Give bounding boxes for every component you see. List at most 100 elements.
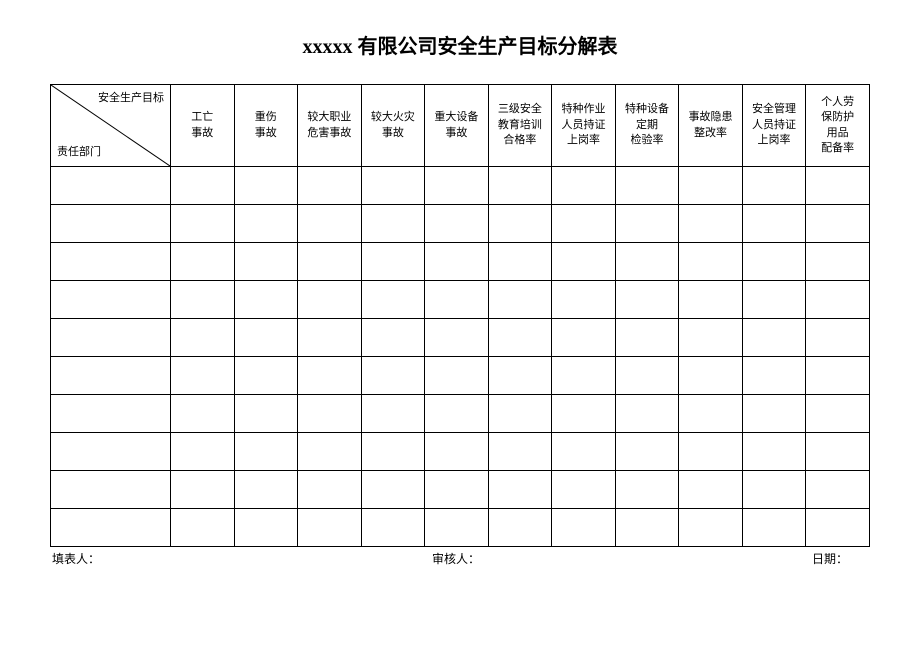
- table-row: [51, 357, 870, 395]
- table-cell: [425, 243, 489, 281]
- table-cell: [298, 243, 362, 281]
- table-cell: [298, 205, 362, 243]
- table-cell: [742, 243, 806, 281]
- table-cell: [679, 167, 743, 205]
- table-cell: [679, 433, 743, 471]
- table-cell: [742, 167, 806, 205]
- table-cell: [298, 281, 362, 319]
- table-cell: [679, 205, 743, 243]
- table-cell: [742, 319, 806, 357]
- table-cell: [298, 509, 362, 547]
- table-cell: [234, 243, 298, 281]
- table-cell: [615, 509, 679, 547]
- table-cell: [488, 205, 552, 243]
- table-cell: [679, 471, 743, 509]
- col-header: 较大火灾事故: [361, 85, 425, 167]
- table-cell: [171, 357, 235, 395]
- col-header: 工亡事故: [171, 85, 235, 167]
- table-cell: [679, 281, 743, 319]
- table-cell: [806, 509, 870, 547]
- table-cell: [552, 243, 616, 281]
- table-cell: [488, 395, 552, 433]
- table-cell: [425, 357, 489, 395]
- col-header: 重伤事故: [234, 85, 298, 167]
- table-cell: [361, 357, 425, 395]
- table-cell: [361, 319, 425, 357]
- table-cell: [298, 471, 362, 509]
- table-cell: [425, 395, 489, 433]
- safety-target-table: 安全生产目标 责任部门 工亡事故 重伤事故 较大职业危害事故 较大火灾事故 重大…: [50, 84, 870, 547]
- table-cell: [615, 395, 679, 433]
- table-cell: [742, 395, 806, 433]
- table-cell: [806, 281, 870, 319]
- table-cell: [615, 243, 679, 281]
- table-cell: [425, 281, 489, 319]
- table-body: [51, 167, 870, 547]
- table-cell: [51, 509, 171, 547]
- table-cell: [615, 433, 679, 471]
- table-cell: [806, 395, 870, 433]
- table-cell: [361, 167, 425, 205]
- table-cell: [615, 205, 679, 243]
- table-cell: [171, 319, 235, 357]
- table-cell: [425, 509, 489, 547]
- table-cell: [806, 357, 870, 395]
- table-cell: [425, 205, 489, 243]
- table-cell: [488, 281, 552, 319]
- col-header: 特种作业人员持证上岗率: [552, 85, 616, 167]
- table-cell: [488, 471, 552, 509]
- table-cell: [425, 433, 489, 471]
- table-cell: [488, 167, 552, 205]
- table-cell: [51, 167, 171, 205]
- table-cell: [615, 167, 679, 205]
- table-cell: [615, 357, 679, 395]
- table-cell: [552, 319, 616, 357]
- diagonal-bottom-label: 责任部门: [57, 145, 101, 160]
- table-cell: [488, 509, 552, 547]
- preparer-label: 填表人：: [52, 550, 100, 567]
- table-cell: [552, 357, 616, 395]
- table-cell: [806, 167, 870, 205]
- table-cell: [806, 319, 870, 357]
- date-label: 日期：: [812, 550, 848, 567]
- document-title: xxxxx 有限公司安全生产目标分解表: [50, 30, 870, 59]
- table-cell: [742, 357, 806, 395]
- table-cell: [425, 319, 489, 357]
- table-cell: [361, 243, 425, 281]
- table-cell: [425, 471, 489, 509]
- table-cell: [742, 509, 806, 547]
- table-row: [51, 243, 870, 281]
- table-cell: [488, 319, 552, 357]
- table-cell: [234, 395, 298, 433]
- diagonal-top-label: 安全生产目标: [98, 91, 164, 106]
- table-cell: [171, 395, 235, 433]
- table-cell: [234, 357, 298, 395]
- reviewer-label: 审核人：: [432, 550, 480, 567]
- table-cell: [51, 243, 171, 281]
- table-cell: [488, 243, 552, 281]
- table-row: [51, 471, 870, 509]
- table-row: [51, 319, 870, 357]
- table-cell: [679, 395, 743, 433]
- header-row: 安全生产目标 责任部门 工亡事故 重伤事故 较大职业危害事故 较大火灾事故 重大…: [51, 85, 870, 167]
- table-cell: [298, 395, 362, 433]
- table-row: [51, 395, 870, 433]
- table-cell: [679, 357, 743, 395]
- col-header: 特种设备定期检验率: [615, 85, 679, 167]
- col-header: 重大设备事故: [425, 85, 489, 167]
- col-header: 事故隐患整改率: [679, 85, 743, 167]
- table-cell: [615, 281, 679, 319]
- table-cell: [234, 281, 298, 319]
- table-cell: [171, 205, 235, 243]
- table-cell: [679, 319, 743, 357]
- table-row: [51, 509, 870, 547]
- col-header: 安全管理人员持证上岗率: [742, 85, 806, 167]
- table-cell: [171, 281, 235, 319]
- table-row: [51, 205, 870, 243]
- table-cell: [234, 509, 298, 547]
- table-cell: [552, 471, 616, 509]
- table-cell: [171, 471, 235, 509]
- table-cell: [234, 205, 298, 243]
- table-cell: [552, 433, 616, 471]
- table-cell: [51, 433, 171, 471]
